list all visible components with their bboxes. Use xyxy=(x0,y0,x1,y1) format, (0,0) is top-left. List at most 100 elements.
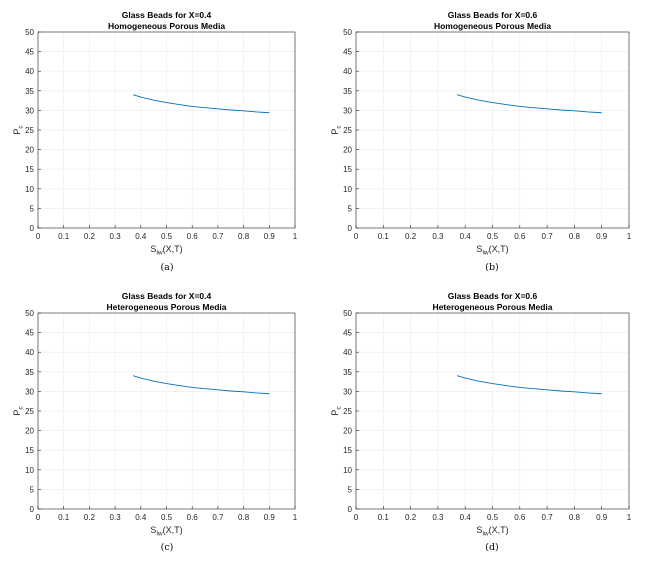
x-axis-label: Slw(X,T) xyxy=(476,244,508,257)
y-tick-label: 15 xyxy=(25,446,34,455)
y-tick-label: 40 xyxy=(25,348,34,357)
x-tick-label: 0.8 xyxy=(238,513,250,522)
y-axis-label-subscript: c xyxy=(336,406,343,410)
series-line-0 xyxy=(132,375,270,395)
x-tick-label: 1 xyxy=(293,513,298,522)
x-tick-label: 0 xyxy=(354,232,359,241)
x-axis-label-main: S xyxy=(476,244,482,254)
y-axis-label: Pc xyxy=(12,125,25,135)
series-line-0 xyxy=(456,375,602,395)
y-tick-label: 20 xyxy=(343,427,352,436)
y-tick-label: 10 xyxy=(343,466,352,475)
y-tick-label: 25 xyxy=(25,407,34,416)
y-tick-label: 10 xyxy=(25,185,34,194)
x-tick-label: 0.3 xyxy=(110,513,122,522)
y-tick-label: 50 xyxy=(25,309,34,318)
x-axis-label: Slw(X,T) xyxy=(150,244,182,257)
x-tick-label: 0.7 xyxy=(542,513,554,522)
x-tick-label: 0.3 xyxy=(432,232,444,241)
y-tick-label: 50 xyxy=(343,28,352,37)
x-tick-label: 0.9 xyxy=(264,513,276,522)
x-tick-label: 0.7 xyxy=(212,232,224,241)
y-tick-label: 25 xyxy=(343,126,352,135)
x-axis-label-main: S xyxy=(150,244,156,254)
series-line-0 xyxy=(456,94,602,114)
chart-title: Glass Beads for X=0.4 xyxy=(122,291,212,301)
x-tick-label: 0.2 xyxy=(84,232,96,241)
x-tick-label: 0.8 xyxy=(238,232,250,241)
y-tick-label: 45 xyxy=(25,48,34,57)
y-axis-label-main: P xyxy=(12,129,22,135)
y-tick-label: 35 xyxy=(25,368,34,377)
y-tick-label: 40 xyxy=(25,67,34,76)
panel-caption: (d) xyxy=(485,542,499,553)
x-tick-label: 0.4 xyxy=(135,513,147,522)
x-tick-label: 0.5 xyxy=(487,232,499,241)
y-tick-label: 25 xyxy=(25,126,34,135)
x-tick-label: 0.8 xyxy=(569,513,581,522)
y-tick-label: 10 xyxy=(343,185,352,194)
y-tick-label: 0 xyxy=(348,505,353,514)
y-tick-label: 5 xyxy=(30,485,35,494)
y-tick-label: 35 xyxy=(343,368,352,377)
subplot-c: 0 0.1 0.2 0.3 0.4 0.5 0.6 0.7 0.8 0.9 105101520253… xyxy=(12,291,298,553)
y-axis-label-main: P xyxy=(12,410,22,416)
y-tick-label: 50 xyxy=(343,309,352,318)
x-tick-label: 0.2 xyxy=(405,513,417,522)
panel-caption: (b) xyxy=(485,262,499,273)
y-tick-label: 20 xyxy=(25,146,34,155)
x-axis-label-tail: (X,T) xyxy=(163,525,183,535)
y-tick-label: 45 xyxy=(343,48,352,57)
x-tick-label: 0.3 xyxy=(110,232,122,241)
y-tick-label: 30 xyxy=(343,387,352,396)
x-axis-label-main: S xyxy=(476,525,482,535)
x-tick-label: 0 xyxy=(36,513,41,522)
chart-subtitle: Homogeneous Porous Media xyxy=(434,21,551,31)
x-tick-label: 0.4 xyxy=(460,513,472,522)
panel-caption: (c) xyxy=(161,542,174,553)
x-tick-label: 1 xyxy=(293,232,298,241)
chart-title: Glass Beads for X=0.6 xyxy=(448,10,538,20)
y-tick-label: 5 xyxy=(30,204,35,213)
subplot-a: 0 0.1 0.2 0.3 0.4 0.5 0.6 0.7 0.8 0.9 105101520253… xyxy=(12,10,298,273)
subplot-b: 0 0.1 0.2 0.3 0.4 0.5 0.6 0.7 0.8 0.9 105101520253… xyxy=(330,10,632,273)
x-tick-label: 0 xyxy=(354,513,359,522)
y-tick-label: 15 xyxy=(25,165,34,174)
y-axis-label: Pc xyxy=(12,406,25,416)
x-axis-label-subscript: lw xyxy=(482,250,488,257)
chart-subtitle: Homogeneous Porous Media xyxy=(108,21,225,31)
y-axis-label: Pc xyxy=(330,406,343,416)
y-tick-label: 15 xyxy=(343,165,352,174)
x-tick-label: 0.7 xyxy=(542,232,554,241)
y-tick-label: 15 xyxy=(343,446,352,455)
y-axis-label-main: P xyxy=(330,410,340,416)
x-tick-label: 0.7 xyxy=(212,513,224,522)
y-tick-label: 50 xyxy=(25,28,34,37)
y-tick-label: 35 xyxy=(343,87,352,96)
chart-title: Glass Beads for X=0.6 xyxy=(448,291,538,301)
y-tick-label: 0 xyxy=(30,224,35,233)
y-axis-label-subscript: c xyxy=(336,125,343,129)
x-axis-label-subscript: lw xyxy=(156,250,162,257)
y-tick-label: 30 xyxy=(25,387,34,396)
y-axis-label-subscript: c xyxy=(18,125,25,129)
y-axis-label-subscript: c xyxy=(18,406,25,410)
y-tick-label: 0 xyxy=(348,224,353,233)
y-axis-label-main: P xyxy=(330,129,340,135)
x-tick-label: 0.2 xyxy=(405,232,417,241)
x-axis-label-main: S xyxy=(150,525,156,535)
y-tick-label: 30 xyxy=(25,106,34,115)
x-axis-label: Slw(X,T) xyxy=(150,525,182,538)
x-axis-label: Slw(X,T) xyxy=(476,525,508,538)
panel-caption: (a) xyxy=(160,262,173,273)
x-axis-label-tail: (X,T) xyxy=(489,525,509,535)
x-axis-label-tail: (X,T) xyxy=(163,244,183,254)
x-tick-label: 0.8 xyxy=(569,232,581,241)
x-axis-label-subscript: lw xyxy=(482,531,488,538)
y-tick-label: 35 xyxy=(25,87,34,96)
chart-subtitle: Heterogeneous Porous Media xyxy=(107,302,227,312)
x-axis-label-tail: (X,T) xyxy=(489,244,509,254)
y-tick-label: 40 xyxy=(343,67,352,76)
subplot-d: 0 0.1 0.2 0.3 0.4 0.5 0.6 0.7 0.8 0.9 105101520253… xyxy=(330,291,632,553)
